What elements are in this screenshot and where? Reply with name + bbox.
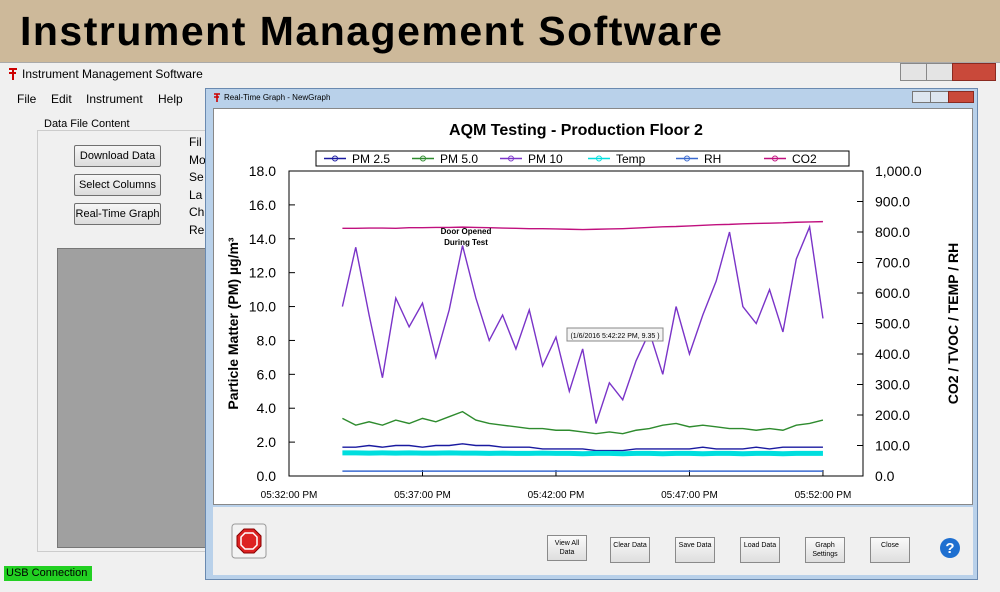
button[interactable]: Graph Settings — [805, 537, 845, 563]
legend-label: CO2 — [792, 152, 817, 166]
y-tick-label: 8.0 — [257, 332, 277, 348]
legend-label: PM 5.0 — [440, 152, 478, 166]
y2-tick-label: 800.0 — [875, 224, 910, 240]
legend-marker — [596, 155, 602, 162]
minimize-button[interactable] — [900, 63, 928, 81]
menu-item[interactable]: Edit — [51, 92, 72, 106]
banner: Instrument Management Software — [0, 0, 1000, 62]
button[interactable]: Select Columns — [74, 174, 161, 196]
field-label: Mo — [189, 152, 206, 167]
button[interactable]: Download Data — [74, 145, 161, 167]
y2-tick-label: 200.0 — [875, 407, 910, 423]
y2-tick-label: 900.0 — [875, 194, 910, 210]
legend-label: PM 2.5 — [352, 152, 390, 166]
legend-marker — [420, 155, 426, 162]
y2-tick-label: 100.0 — [875, 438, 910, 454]
button[interactable]: Real-Time Graph — [74, 203, 161, 225]
help-icon[interactable]: ? — [939, 537, 961, 559]
app-icon — [9, 68, 17, 80]
field-label: La — [189, 187, 203, 202]
y2-tick-label: 400.0 — [875, 346, 910, 362]
help-text: ? — [945, 540, 954, 557]
series-line — [342, 220, 823, 231]
y-tick-label: 4.0 — [257, 400, 277, 416]
legend-marker — [772, 155, 778, 162]
close-button[interactable] — [952, 63, 996, 81]
annotation: Door Opened — [441, 227, 492, 236]
y-tick-label: 6.0 — [257, 366, 277, 382]
legend-label: RH — [704, 152, 721, 166]
y-tick-label: 0.0 — [257, 468, 277, 484]
field-label: Ch — [189, 205, 205, 220]
y2-tick-label: 700.0 — [875, 255, 910, 271]
y2-tick-label: 600.0 — [875, 285, 910, 301]
series-line — [342, 443, 823, 452]
series-line — [341, 224, 824, 424]
field-label: Fil — [189, 135, 202, 149]
minimize-button[interactable] — [912, 91, 932, 103]
x-tick-label: 05:52:00 PM — [795, 490, 852, 501]
legend-label: PM 10 — [528, 152, 563, 166]
graph-window: Real-Time Graph - NewGraph AQM Testing -… — [205, 88, 978, 580]
x-tick-label: 05:47:00 PM — [661, 490, 718, 501]
graph-window-title: Real-Time Graph - NewGraph — [224, 93, 331, 102]
status-bar: USB Connection — [4, 566, 92, 581]
series-line — [342, 410, 824, 435]
y-tick-label: 14.0 — [249, 231, 276, 247]
legend-box — [315, 150, 850, 167]
annotation: During Test — [444, 238, 488, 247]
chart: AQM Testing - Production Floor 2 0.0 2.0 4.… — [225, 122, 961, 501]
tooltip-box — [566, 327, 664, 342]
menu-item[interactable]: Help — [158, 92, 183, 106]
x-tick-label: 05:32:00 PM — [261, 490, 318, 501]
plot-frame — [288, 170, 864, 477]
maximize-button[interactable] — [930, 91, 950, 103]
graph-icon — [214, 93, 220, 102]
x-tick-label: 05:37:00 PM — [394, 490, 451, 501]
button[interactable]: Close — [870, 537, 910, 563]
y-axis-label: Particle Matter (PM) µg/m³ — [225, 237, 241, 410]
x-tick-label: 05:42:00 PM — [528, 490, 585, 501]
y-tick-label: 16.0 — [249, 197, 276, 213]
field-label: Se — [189, 170, 204, 185]
y-tick-label: 10.0 — [249, 299, 276, 315]
y2-tick-label: 0.0 — [875, 468, 895, 484]
y2-axis-label: CO2 / TVOC / TEMP / RH — [945, 243, 961, 405]
y2-tick-label: 300.0 — [875, 377, 910, 393]
y2-tick-label: 500.0 — [875, 316, 910, 332]
legend-marker — [684, 155, 690, 162]
stop-button[interactable] — [231, 523, 267, 559]
y2-tick-label: 1,000.0 — [875, 163, 922, 179]
chart-area: AQM Testing - Production Floor 2 0.0 2.0 4.… — [213, 108, 973, 505]
series-line — [342, 450, 823, 457]
y-tick-label: 2.0 — [257, 434, 277, 450]
menu-item[interactable]: File — [17, 92, 37, 106]
button[interactable]: Load Data — [740, 537, 780, 563]
y-tick-label: 18.0 — [249, 163, 276, 179]
legend: PM 2.5 PM 5.0 PM 10 Temp RH CO2 — [315, 150, 850, 167]
button[interactable]: View All Data — [547, 535, 587, 561]
chart-title: AQM Testing - Production Floor 2 — [449, 122, 703, 139]
legend-marker — [508, 155, 514, 162]
preview-area — [57, 248, 209, 548]
button-panel: ? View All Data Clear Data Save Data Load D… — [213, 507, 973, 575]
legend-label: Temp — [616, 152, 646, 166]
close-button[interactable] — [948, 91, 974, 103]
group-title: Data File Content — [42, 118, 132, 130]
field-label: Re — [189, 223, 205, 237]
button[interactable]: Clear Data — [610, 537, 650, 563]
button[interactable]: Save Data — [675, 537, 715, 563]
maximize-button[interactable] — [926, 63, 954, 81]
window-title: Instrument Management Software — [22, 67, 203, 81]
menu-item[interactable]: Instrument — [86, 92, 143, 106]
legend-marker — [332, 155, 338, 162]
tooltip: (1/6/2016 5:42:22 PM, 9.35 ) — [570, 333, 659, 340]
y-tick-label: 12.0 — [249, 265, 276, 281]
